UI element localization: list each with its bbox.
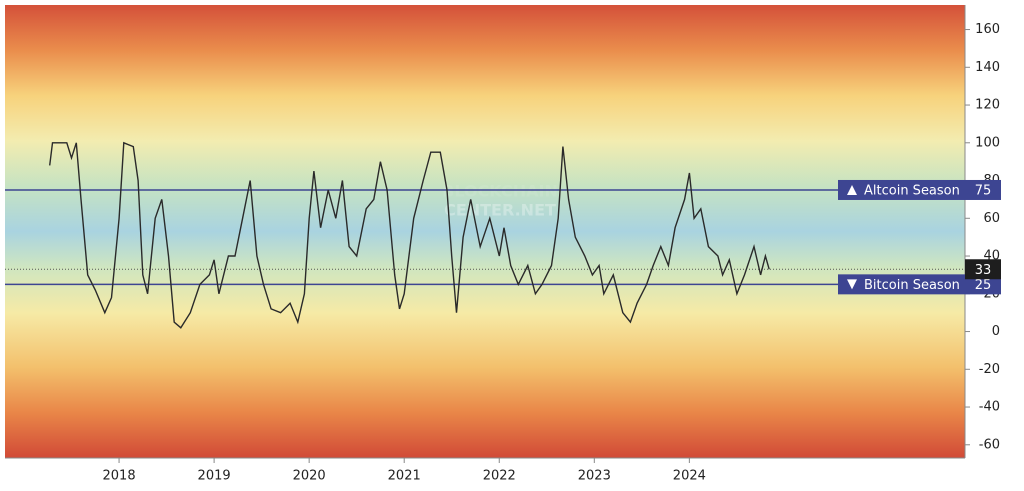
reference-label-box: [838, 179, 965, 200]
reference-value-box: [965, 274, 1001, 295]
y-tick-label: 120: [975, 98, 1000, 113]
x-tick-label: 2021: [388, 469, 421, 484]
x-tick-label: 2020: [293, 469, 326, 484]
x-tick-label: 2023: [578, 469, 611, 484]
y-tick-label: 140: [975, 60, 1000, 75]
current-value-label: 33: [975, 263, 992, 278]
y-tick-label: 60: [983, 211, 1000, 226]
reference-value: 25: [975, 278, 992, 293]
data-line: [49, 141, 770, 329]
watermark: CENTER.NET: [444, 201, 556, 220]
y-tick-label: 100: [975, 135, 1000, 150]
x-tick-label: 2022: [483, 469, 516, 484]
reference-value: 75: [975, 183, 992, 198]
y-tick-label: -20: [979, 362, 1000, 377]
reference-label-box: [838, 274, 965, 295]
x-tick-label: 2019: [198, 469, 231, 484]
x-tick-label: 2018: [103, 469, 136, 484]
x-tick-label: 2024: [673, 469, 706, 484]
y-tick-label: -40: [979, 400, 1000, 415]
reference-icon: [847, 184, 857, 195]
watermark: BLOCKCHAIN: [442, 182, 558, 201]
y-tick-label: 160: [975, 22, 1000, 37]
reference-icon: [847, 279, 857, 290]
reference-label: Bitcoin Season: [864, 278, 960, 293]
reference-label: Altcoin Season: [864, 183, 960, 198]
reference-value-box: [965, 179, 1001, 200]
y-tick-label: -60: [979, 437, 1000, 452]
current-value-box: [965, 259, 1001, 280]
y-tick-label: 0: [992, 324, 1000, 339]
